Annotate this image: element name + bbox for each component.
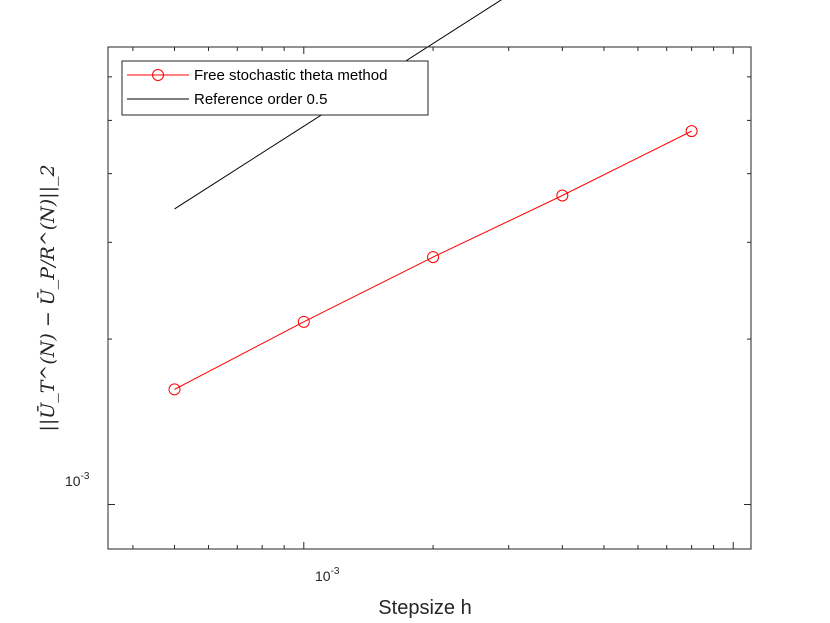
legend-box — [121, 60, 429, 116]
x-tick-label: 10-3 — [315, 566, 340, 584]
y-tick-label: 10-3 — [65, 471, 90, 489]
data-point-theta — [427, 251, 440, 264]
x-axis-title: Stepsize h — [378, 597, 471, 619]
series-line-reference — [174, 0, 502, 210]
y-axis-title: ||Ū_T^(N) − Ū_P/R^(N)||_2 — [37, 164, 59, 432]
series-line-theta — [174, 130, 692, 390]
ticks — [108, 47, 751, 549]
legend: Free stochastic theta method Reference o… — [121, 60, 429, 116]
data-point-theta — [168, 383, 181, 396]
plot-area — [108, 47, 751, 549]
legend-label-reference: Reference order 0.5 — [194, 91, 327, 108]
legend-marker-theta — [152, 69, 164, 81]
data-point-theta — [297, 315, 310, 328]
plot-frame — [107, 46, 752, 550]
legend-label-theta: Free stochastic theta method — [194, 67, 387, 84]
series-layer — [168, 0, 698, 396]
data-point-theta — [556, 189, 569, 202]
data-point-theta — [685, 125, 698, 138]
